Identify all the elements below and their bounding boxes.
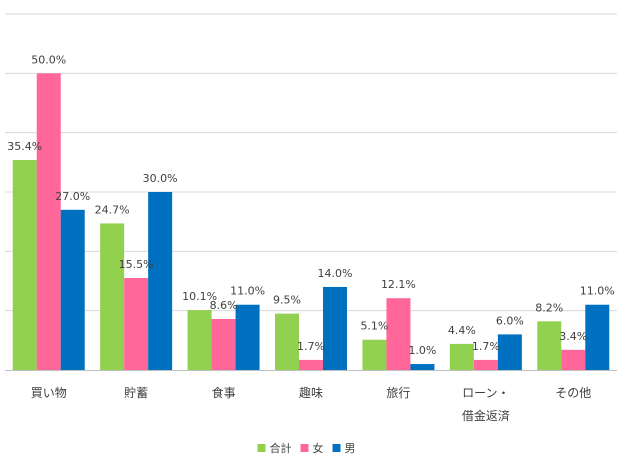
bar bbox=[537, 321, 562, 370]
value-label: 50.0% bbox=[31, 53, 66, 66]
bar bbox=[235, 304, 260, 370]
value-label: 1.7% bbox=[472, 340, 500, 353]
legend: 合計 女 男 bbox=[257, 441, 356, 455]
category-label: その他 bbox=[555, 386, 591, 400]
value-label: 10.1% bbox=[182, 290, 217, 303]
bar bbox=[299, 359, 323, 370]
bar bbox=[275, 313, 299, 370]
legend-swatch bbox=[300, 444, 309, 452]
bar bbox=[449, 343, 474, 370]
bar bbox=[211, 318, 236, 370]
category-labels: 買い物 貯蓄 食事 趣味 旅行 ローン・借金返済 その他 bbox=[31, 385, 592, 423]
legend-swatch bbox=[257, 444, 266, 452]
bar bbox=[124, 278, 149, 370]
value-label: 11.0% bbox=[230, 285, 265, 298]
value-label: 1.7% bbox=[297, 340, 325, 353]
legend-label: 男 bbox=[345, 442, 356, 455]
category-label: 貯蓄 bbox=[124, 386, 148, 400]
value-label: 11.0% bbox=[580, 285, 615, 298]
value-label: 12.1% bbox=[381, 278, 416, 291]
value-label: 24.7% bbox=[95, 203, 130, 216]
bar bbox=[410, 364, 435, 370]
value-label: 8.2% bbox=[535, 301, 563, 314]
category-label: ローン・ bbox=[462, 386, 509, 400]
bar bbox=[362, 339, 387, 370]
category-label: 借金返済 bbox=[462, 408, 510, 423]
value-label: 35.4% bbox=[7, 140, 42, 153]
bar bbox=[12, 159, 37, 370]
legend-label: 女 bbox=[313, 441, 324, 455]
category-label: 買い物 bbox=[31, 386, 67, 400]
value-label: 15.5% bbox=[119, 258, 154, 271]
value-label: 14.0% bbox=[318, 267, 353, 280]
bar bbox=[36, 73, 61, 370]
value-label: 9.5% bbox=[273, 294, 301, 307]
value-labels: 35.4%50.0%27.0%24.7%15.5%30.0%10.1%8.6%1… bbox=[7, 53, 615, 357]
bar bbox=[323, 286, 347, 370]
gridlines bbox=[5, 13, 617, 312]
value-label: 1.0% bbox=[408, 344, 436, 357]
value-label: 5.1% bbox=[360, 320, 388, 333]
bar bbox=[148, 192, 173, 370]
bar bbox=[473, 359, 498, 370]
value-label: 30.0% bbox=[143, 172, 178, 185]
value-label: 27.0% bbox=[55, 190, 90, 203]
value-label: 8.6% bbox=[210, 299, 238, 312]
bar bbox=[60, 209, 85, 370]
category-label: 趣味 bbox=[299, 385, 323, 400]
value-label: 6.0% bbox=[496, 314, 524, 327]
bars bbox=[12, 73, 610, 370]
value-label: 4.4% bbox=[448, 324, 476, 337]
bar bbox=[497, 334, 522, 370]
category-label: 食事 bbox=[212, 385, 236, 400]
legend-label: 合計 bbox=[270, 441, 292, 455]
category-label: 旅行 bbox=[386, 386, 410, 400]
bar bbox=[561, 349, 586, 370]
bar bbox=[187, 310, 212, 370]
bar bbox=[386, 298, 411, 370]
legend-swatch bbox=[332, 444, 341, 452]
bar bbox=[100, 223, 125, 370]
bar bbox=[585, 304, 610, 370]
value-label: 3.4% bbox=[559, 330, 587, 343]
